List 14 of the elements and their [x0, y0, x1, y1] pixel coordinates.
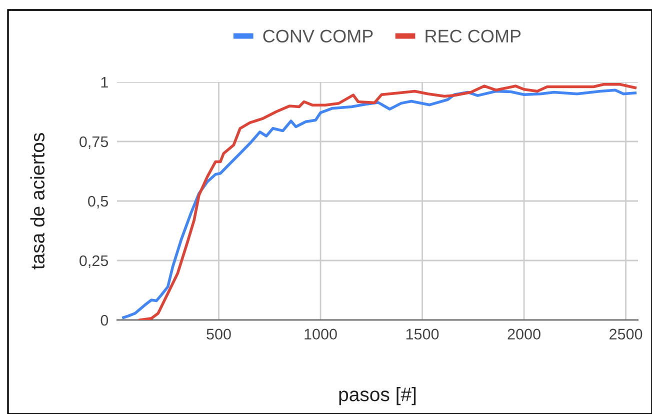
y-tick-label: 0,75 — [80, 136, 108, 149]
legend-label: CONV COMP — [263, 30, 373, 42]
x-tick-label: 1000 — [304, 328, 337, 340]
y-tick-label: 0 — [100, 314, 108, 326]
y-tick-label: 0,25 — [80, 255, 108, 268]
x-tick-label: 500 — [206, 328, 231, 340]
y-tick-label: 0,5 — [88, 196, 108, 208]
x-tick-label: 2500 — [610, 328, 642, 340]
legend-label: REC COMP — [426, 30, 521, 42]
y-tick-label: 1 — [101, 77, 108, 88]
x-axis-title: pasos [#] — [339, 387, 416, 406]
y-axis-title: tasa de aciertos — [30, 133, 45, 270]
x-tick-label: 2000 — [508, 328, 540, 340]
x-tick-label: 1500 — [406, 328, 439, 340]
